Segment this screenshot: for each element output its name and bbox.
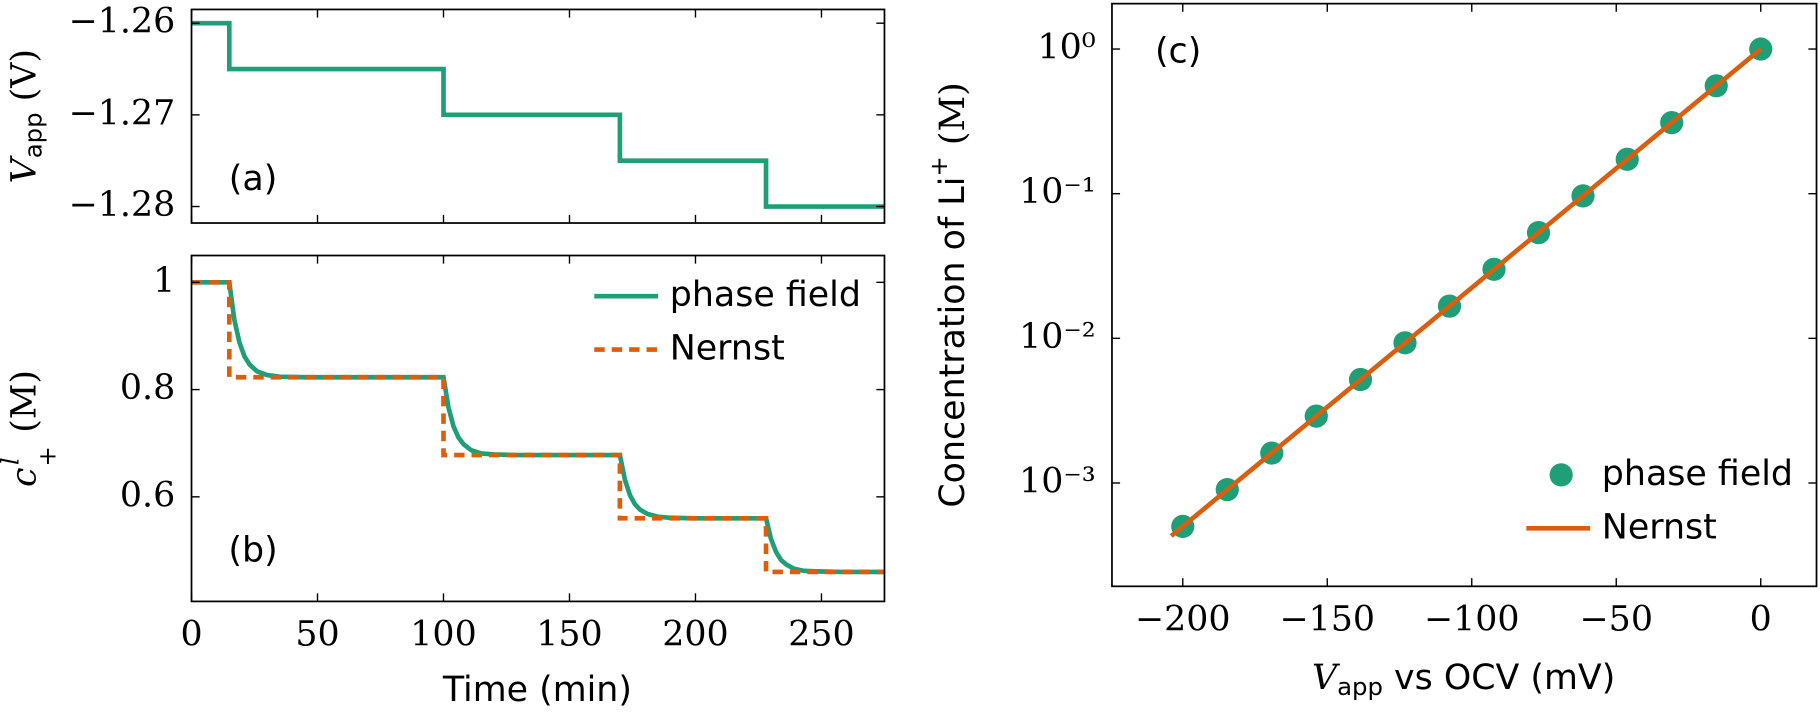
data-line [191, 20, 885, 209]
x-axis-label: Vapp vs OCV (mV) [1312, 658, 1615, 702]
y-tick-label: 10⁻³ [1019, 461, 1096, 501]
x-tick-label: −100 [1424, 600, 1520, 640]
x-axis-label-part: app [1337, 672, 1383, 701]
y-axis-label-part: + [32, 446, 61, 466]
x-axis-label-part: V [1312, 658, 1341, 698]
x-tick-label: 200 [662, 615, 728, 655]
legend-label: Nernst [670, 329, 785, 369]
x-tick-label: 250 [788, 615, 854, 655]
y-axis-label-part: (M) [933, 82, 973, 156]
panel-label: (b) [228, 531, 277, 571]
y-axis-label-part: app [19, 112, 48, 158]
y-tick-label: 10⁻² [1019, 317, 1096, 357]
axes-frame [1111, 2, 1818, 588]
x-tick-label: −200 [1135, 600, 1231, 640]
panel-label: (a) [229, 159, 278, 199]
y-tick-label: 10⁻¹ [1019, 172, 1096, 212]
axes-frame [190, 8, 886, 224]
y-tick-label: 0.8 [120, 368, 175, 408]
y-tick-label: −1.28 [69, 185, 176, 225]
y-axis-label: Concentration of Li+ (M) [924, 82, 973, 507]
x-axis-label: Time (min) [442, 670, 632, 710]
panel-label: (c) [1155, 31, 1201, 71]
axes-frame [190, 254, 886, 603]
x-tick-label: 150 [536, 615, 602, 655]
x-axis-label-part: vs OCV (mV) [1383, 658, 1615, 698]
x-tick-label: −150 [1279, 600, 1375, 640]
y-axis-label: Vapp (V) [4, 49, 48, 183]
x-tick-label: 0 [180, 615, 202, 655]
x-tick-label: 50 [295, 615, 339, 655]
data-line [1169, 47, 1763, 538]
data-line [191, 280, 885, 575]
x-tick-label: 100 [410, 615, 476, 655]
y-axis-label-part: Concentration of Li [933, 177, 973, 508]
plot-area [1169, 37, 1773, 539]
data-line [191, 280, 885, 575]
y-tick-label: −1.26 [69, 2, 176, 42]
x-tick-label: 0 [1750, 600, 1772, 640]
y-axis-label: cl + (M) [0, 370, 61, 487]
legend-label: phase field [1602, 454, 1793, 494]
y-axis-label-part: c [4, 467, 44, 486]
legend-label: Nernst [1602, 507, 1717, 547]
y-axis-label-part: + [924, 156, 953, 176]
x-tick-label: −50 [1580, 600, 1653, 640]
y-tick-label: 0.6 [120, 475, 175, 515]
legend-marker [1549, 463, 1573, 487]
y-axis-label-part: (M) [4, 370, 44, 444]
y-tick-label: −1.27 [69, 93, 176, 133]
y-axis-label-part: (V) [4, 49, 44, 112]
y-tick-label: 1 [153, 261, 175, 301]
y-tick-label: 10⁰ [1037, 28, 1095, 68]
legend-label: phase field [670, 275, 861, 315]
plot-area [191, 280, 885, 575]
y-axis-label-part: V [4, 154, 44, 183]
plot-area [191, 20, 885, 209]
y-axis-label-part: l [0, 457, 24, 465]
